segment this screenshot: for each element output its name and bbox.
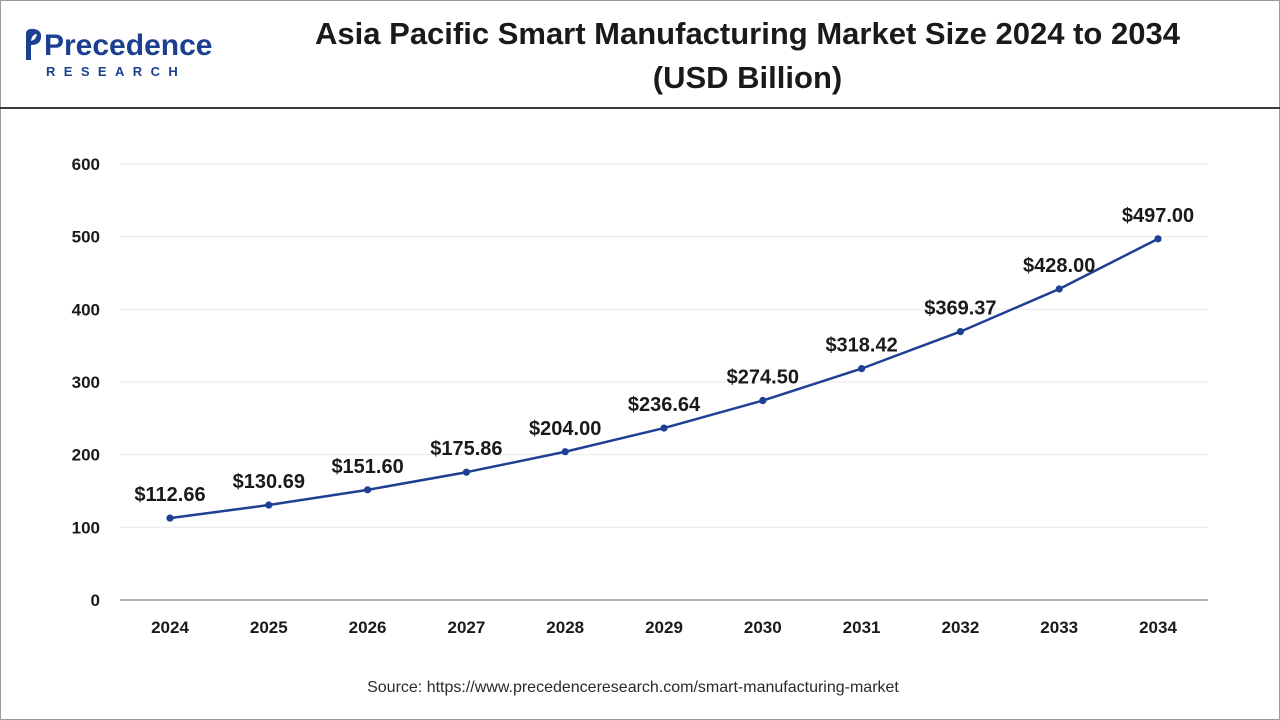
data-label: $369.37 bbox=[924, 298, 996, 320]
data-label: $204.00 bbox=[529, 418, 601, 440]
x-tick-label: 2030 bbox=[744, 618, 782, 637]
x-tick-label: 2032 bbox=[941, 618, 979, 637]
data-point bbox=[660, 424, 668, 432]
chart-title: Asia Pacific Smart Manufacturing Market … bbox=[250, 12, 1245, 100]
data-label: $175.86 bbox=[430, 438, 502, 460]
logo-leaf-icon bbox=[26, 28, 42, 60]
data-point bbox=[858, 365, 866, 373]
chart-title-line1: Asia Pacific Smart Manufacturing Market … bbox=[315, 16, 1180, 51]
x-tick-label: 2034 bbox=[1139, 618, 1177, 637]
data-point bbox=[364, 486, 372, 494]
data-point bbox=[166, 514, 174, 522]
logo-subtitle: RESEARCH bbox=[46, 64, 187, 79]
data-label: $236.64 bbox=[628, 394, 701, 416]
data-point bbox=[1055, 285, 1063, 293]
y-tick-label: 100 bbox=[72, 518, 100, 537]
x-tick-label: 2026 bbox=[349, 618, 387, 637]
y-tick-label: 500 bbox=[72, 228, 100, 247]
logo-name: Precedence bbox=[44, 29, 213, 62]
data-label: $151.60 bbox=[331, 456, 403, 478]
x-tick-label: 2027 bbox=[447, 618, 485, 637]
x-tick-label: 2033 bbox=[1040, 618, 1078, 637]
data-point bbox=[1154, 235, 1162, 243]
data-label: $318.42 bbox=[825, 335, 897, 357]
x-tick-label: 2028 bbox=[546, 618, 584, 637]
y-tick-label: 300 bbox=[72, 373, 100, 392]
series-line bbox=[169, 237, 1159, 520]
data-point bbox=[462, 468, 470, 476]
header: Precedence RESEARCH Asia Pacific Smart M… bbox=[0, 0, 1280, 109]
y-tick-label: 600 bbox=[72, 155, 100, 174]
data-point bbox=[956, 327, 965, 336]
x-tick-label: 2031 bbox=[843, 618, 881, 637]
data-point bbox=[759, 396, 767, 405]
logo: Precedence RESEARCH bbox=[22, 26, 222, 82]
data-label: $428.00 bbox=[1023, 255, 1095, 277]
x-tick-label: 2024 bbox=[151, 618, 189, 637]
y-tick-label: 400 bbox=[72, 300, 100, 319]
data-label: $274.50 bbox=[727, 367, 799, 389]
x-tick-label: 2025 bbox=[250, 618, 288, 637]
y-tick-label: 0 bbox=[91, 591, 100, 610]
data-point bbox=[561, 448, 569, 456]
line-chart: 0 100 200 300 400 500 600 2024 2025 2026 2027 2028 2… bbox=[72, 155, 1208, 637]
data-label: $497.00 bbox=[1122, 205, 1194, 227]
y-tick-label: 200 bbox=[72, 446, 100, 465]
source-note: Source: https://www.precedenceresearch.c… bbox=[367, 679, 899, 696]
x-tick-label: 2029 bbox=[645, 618, 683, 637]
chart-title-line2: (USD Billion) bbox=[652, 60, 843, 95]
data-label: $112.66 bbox=[134, 484, 205, 506]
data-point bbox=[265, 501, 273, 509]
data-label: $130.69 bbox=[233, 471, 305, 493]
